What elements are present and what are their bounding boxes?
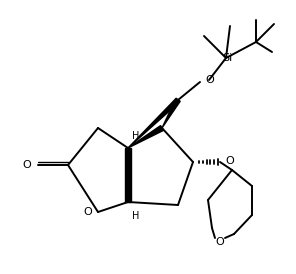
Text: O: O: [205, 75, 214, 85]
Text: O: O: [22, 160, 31, 170]
Polygon shape: [128, 98, 180, 148]
Polygon shape: [125, 148, 131, 202]
Text: H: H: [132, 131, 140, 141]
Text: O: O: [215, 237, 224, 247]
Polygon shape: [128, 125, 163, 148]
Text: Si: Si: [222, 53, 232, 63]
Text: H: H: [132, 211, 140, 221]
Text: O: O: [83, 207, 92, 217]
Polygon shape: [162, 99, 180, 128]
Text: O: O: [225, 156, 234, 166]
